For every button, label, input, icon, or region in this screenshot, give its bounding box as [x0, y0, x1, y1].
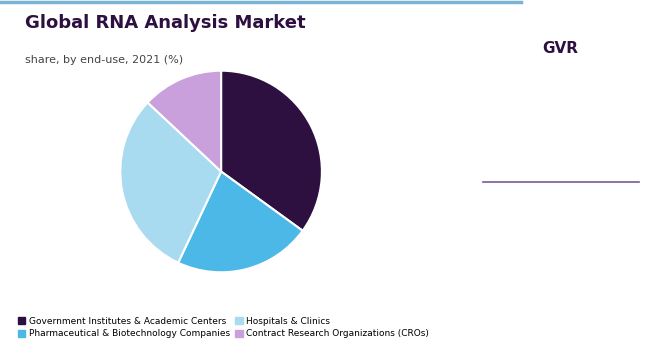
Text: GRAND VIEW RESEARCH: GRAND VIEW RESEARCH: [509, 82, 613, 91]
FancyBboxPatch shape: [495, 24, 626, 72]
Text: Global RNA Analysis Market: Global RNA Analysis Market: [25, 14, 306, 32]
Text: GVR: GVR: [543, 41, 579, 56]
Wedge shape: [178, 172, 303, 272]
Text: Source:
www.grandviewresearch.com: Source: www.grandviewresearch.com: [474, 292, 598, 313]
Wedge shape: [121, 103, 221, 263]
Wedge shape: [147, 71, 221, 172]
Text: $10.6B: $10.6B: [509, 128, 612, 154]
Legend: Government Institutes & Academic Centers, Pharmaceutical & Biotechnology Compani: Government Institutes & Academic Centers…: [18, 317, 429, 338]
Wedge shape: [221, 71, 322, 231]
Text: Global Market Size,
2021: Global Market Size, 2021: [507, 196, 614, 219]
Text: share, by end-use, 2021 (%): share, by end-use, 2021 (%): [25, 55, 183, 65]
